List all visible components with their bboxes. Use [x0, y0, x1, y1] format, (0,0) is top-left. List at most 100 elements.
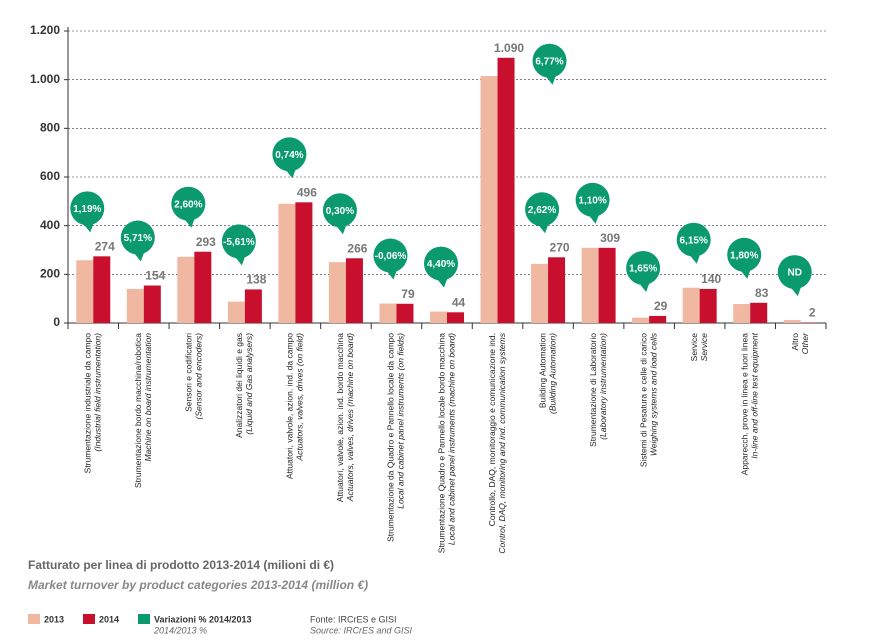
variation-bubble	[532, 43, 567, 78]
value-label: 154	[145, 269, 165, 283]
variation-label: 6,77%	[535, 56, 563, 67]
y-tick-label: 1.200	[30, 23, 60, 37]
bar	[447, 312, 464, 323]
source: Fonte: IRCrES e GISI	[310, 614, 397, 624]
x-tick-label-en: Weighing systems and load cells	[648, 332, 658, 456]
x-tick-label-en: (Liquid and Gas analysers)	[244, 333, 254, 435]
source-en: Source: IRCrES and GISI	[310, 625, 413, 635]
x-tick-label-en: (Sensor and encoders)	[194, 333, 204, 420]
variation-label: 5,71%	[124, 233, 152, 244]
value-label: 29	[654, 299, 668, 313]
x-tick-label-en: (Building Automation)	[547, 333, 557, 414]
bar	[750, 302, 768, 323]
bar	[531, 263, 549, 323]
value-label: 266	[347, 241, 367, 255]
variation-label: 0,30%	[326, 206, 354, 217]
value-label: 270	[550, 240, 570, 254]
variation-bubble	[322, 193, 357, 228]
value-label: 496	[297, 185, 317, 199]
variation-label: -5,61%	[223, 237, 255, 248]
x-tick-label-en: (Laboratory instrumentation)	[598, 333, 608, 440]
bar	[497, 57, 515, 324]
bar	[682, 287, 700, 323]
bar	[733, 304, 751, 323]
bar	[76, 260, 94, 323]
x-tick-label-en: Service	[699, 333, 709, 362]
variation-bubble	[373, 238, 408, 273]
x-tick-label: Apparecch. prove in linea e fuori linea	[739, 333, 749, 475]
x-tick-label-en: Actuators, valves, drives (on field)	[295, 333, 305, 462]
variation-label: ND	[788, 268, 802, 279]
bar	[379, 303, 397, 323]
bar	[480, 76, 498, 324]
bar	[278, 203, 296, 323]
value-label: 1.090	[494, 41, 524, 55]
legend-label: 2014	[99, 614, 119, 624]
chart-title: Fatturato per linea di prodotto 2013-201…	[28, 558, 334, 572]
variation-label: 2,60%	[174, 199, 202, 210]
bar	[783, 320, 801, 323]
x-tick-label: Building Automation	[537, 333, 547, 408]
x-tick-label: Altro	[790, 333, 800, 351]
variation-label: 1,80%	[730, 250, 758, 261]
value-label: 293	[196, 235, 216, 249]
x-tick-label-en: Local and cabinet panel instruments (mac…	[446, 333, 456, 545]
legend-swatch	[83, 614, 95, 624]
variation-bubble	[272, 137, 307, 172]
variation-label: 2,62%	[528, 205, 556, 216]
x-tick-label-en: Machine on board instrumentation	[143, 333, 153, 462]
chart-subtitle: Market turnover by product categories 20…	[28, 578, 368, 592]
variation-bubble	[525, 192, 560, 227]
value-label: 83	[755, 286, 769, 300]
variation-bubble	[171, 186, 206, 221]
bar	[396, 303, 414, 323]
bar	[143, 285, 161, 323]
legend-label: 2013	[44, 614, 64, 624]
y-tick-label: 0	[53, 315, 60, 329]
x-tick-label: Sistemi di Pesatura e celle di carico	[638, 333, 648, 467]
x-tick-label: Analizzatori dei liquidi e gas	[234, 333, 244, 438]
value-label: 79	[401, 287, 415, 301]
bar	[699, 288, 717, 323]
bar	[548, 257, 566, 323]
bar	[227, 301, 245, 323]
value-label: 138	[246, 273, 266, 287]
bar	[581, 247, 599, 323]
variation-bubble	[727, 237, 762, 272]
x-tick-label: Strumentazione di Laboratorio	[588, 333, 598, 447]
x-tick-label: Strumentazione da Quadro e Pannello loca…	[386, 333, 396, 542]
variation-label: 1,10%	[578, 195, 606, 206]
x-tick-label: Strumentazione industriale da campo	[83, 333, 93, 474]
bar	[295, 202, 313, 323]
x-tick-label: Service	[689, 333, 699, 362]
variation-label: -0,06%	[375, 251, 407, 262]
x-tick-label-en: In-line and off-line test equipment	[749, 332, 759, 458]
x-tick-label: Attuatori, valvole, azion. ind. da campo	[285, 333, 295, 479]
variation-bubble	[575, 182, 610, 217]
variation-bubble	[676, 222, 711, 257]
bar	[177, 256, 195, 323]
legend-label: Variazioni % 2014/2013	[154, 614, 252, 624]
bar	[194, 251, 212, 323]
variation-label: 6,15%	[679, 235, 707, 246]
bar	[126, 288, 144, 323]
y-tick-label: 800	[40, 121, 60, 135]
variation-label: 1,65%	[629, 264, 657, 275]
variation-bubble	[221, 224, 256, 259]
value-label: 309	[600, 231, 620, 245]
y-tick-label: 200	[40, 267, 60, 281]
variation-bubble	[120, 220, 155, 255]
value-label: 140	[701, 272, 721, 286]
bar	[93, 256, 111, 323]
legend-swatch	[28, 614, 40, 624]
variation-bubble	[424, 246, 458, 281]
value-label: 274	[95, 239, 115, 253]
y-tick-label: 600	[40, 169, 60, 183]
x-tick-label: Controllo, DAQ, monitoraggio e comunicaz…	[487, 333, 497, 526]
variation-label: 0,74%	[275, 150, 303, 161]
value-label: 44	[452, 295, 466, 309]
x-tick-label: Strumentazione Quadro e Pannello locale …	[436, 333, 446, 553]
legend-swatch	[138, 614, 150, 624]
variation-label: 1,19%	[73, 204, 101, 215]
